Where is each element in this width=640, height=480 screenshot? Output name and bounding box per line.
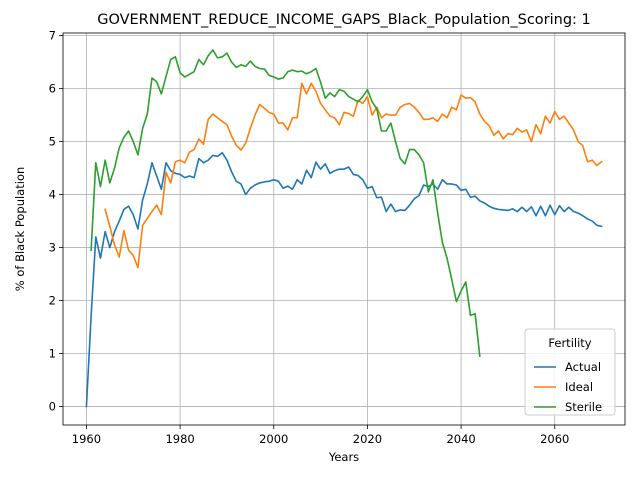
y-tick-label: 0 <box>49 399 56 413</box>
x-tick-label: 1980 <box>165 432 194 446</box>
x-tick-label: 2020 <box>353 432 382 446</box>
y-tick-label: 4 <box>49 188 56 202</box>
legend-label-actual: Actual <box>565 360 601 374</box>
legend-label-sterile: Sterile <box>565 400 602 414</box>
y-axis-label: % of Black Population <box>13 167 27 292</box>
chart-title: GOVERNMENT_REDUCE_INCOME_GAPS_Black_Popu… <box>97 12 591 28</box>
x-tick-label: 2040 <box>446 432 475 446</box>
legend: Fertility Actual Ideal Sterile <box>525 329 615 415</box>
y-tick-label: 6 <box>49 82 56 96</box>
x-tick-label: 2060 <box>540 432 569 446</box>
legend-title: Fertility <box>548 336 591 350</box>
y-tick-label: 5 <box>49 135 56 149</box>
x-tick-label: 2000 <box>259 432 288 446</box>
y-tick-label: 2 <box>49 294 56 308</box>
x-tick-label: 1960 <box>72 432 101 446</box>
y-tick-label: 3 <box>49 241 56 255</box>
y-tick-label: 7 <box>49 29 56 43</box>
y-tick-label: 1 <box>49 346 56 360</box>
x-axis-label: Years <box>328 450 359 464</box>
legend-label-ideal: Ideal <box>565 380 593 394</box>
